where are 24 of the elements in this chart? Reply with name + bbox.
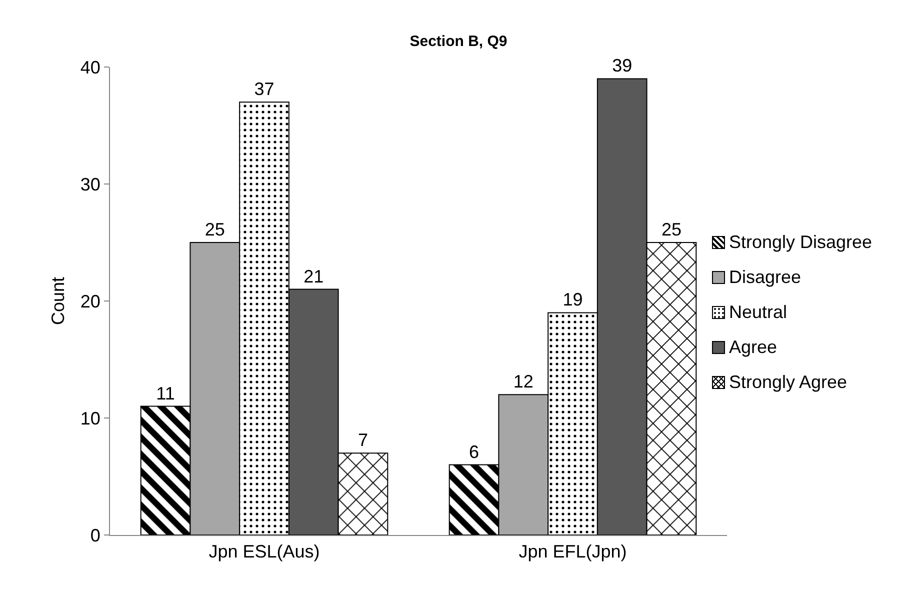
x-tick-label: Jpn EFL(Jpn) <box>518 542 627 562</box>
data-label: 11 <box>156 383 175 404</box>
chart-title: Section B, Q9 <box>410 33 508 50</box>
legend-label: Strongly Agree <box>729 372 848 393</box>
data-label: 7 <box>358 430 368 450</box>
y-tick-label: 20 <box>80 291 100 312</box>
y-axis-title: Count <box>48 276 68 326</box>
y-tick-label: 40 <box>80 57 100 78</box>
legend-label: Disagree <box>729 267 802 288</box>
data-label: 37 <box>254 79 274 100</box>
y-tick-label: 10 <box>80 408 100 428</box>
y-tick-label: 0 <box>90 525 100 546</box>
legend-label: Neutral <box>729 302 788 323</box>
data-label: 19 <box>562 290 583 310</box>
legend-label: Agree <box>729 337 778 358</box>
data-label: 12 <box>513 372 534 392</box>
x-tick-label: Jpn ESL(Aus) <box>208 542 320 562</box>
data-label: 25 <box>661 220 682 240</box>
data-label: 39 <box>612 56 632 76</box>
data-label: 21 <box>304 266 324 286</box>
y-tick-label: 30 <box>80 174 100 194</box>
data-label: 6 <box>469 442 480 462</box>
data-label: 25 <box>204 220 225 240</box>
legend-label: Strongly Disagree <box>729 232 872 253</box>
